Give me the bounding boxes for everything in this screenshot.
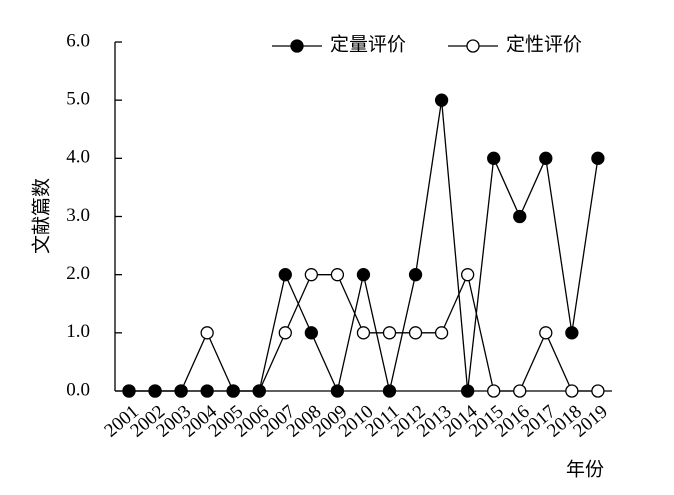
marker (434, 326, 449, 340)
marker (252, 384, 266, 398)
legend-marker (466, 39, 480, 53)
marker (513, 384, 527, 398)
y-axis-title: 文献篇数 (30, 178, 52, 254)
y-tick-label: 6.0 (66, 30, 90, 51)
marker (278, 326, 292, 340)
marker (591, 151, 605, 165)
marker (565, 326, 579, 340)
marker (304, 268, 319, 282)
marker (382, 384, 397, 398)
marker (434, 93, 449, 107)
marker (539, 326, 553, 340)
legend-label: 定量评价 (330, 33, 406, 55)
x-axis-title: 年份 (566, 458, 604, 480)
y-tick-label: 4.0 (66, 147, 90, 168)
marker (591, 384, 605, 398)
marker (539, 151, 553, 165)
marker (148, 384, 162, 398)
y-tick-label: 5.0 (66, 89, 90, 110)
marker (226, 384, 240, 398)
marker (408, 326, 423, 340)
y-tick-label: 2.0 (66, 263, 90, 284)
y-tick-label: 3.0 (66, 205, 90, 226)
marker (513, 209, 527, 224)
marker (460, 384, 475, 398)
marker (278, 268, 292, 282)
legend-marker (290, 39, 304, 53)
legend-label: 定性评价 (506, 33, 582, 55)
series-line (129, 100, 599, 394)
marker (408, 268, 423, 282)
marker (460, 268, 475, 282)
marker (487, 151, 501, 165)
y-tick-label: 0.0 (66, 379, 90, 400)
marker (356, 326, 371, 340)
marker (330, 384, 345, 398)
y-tick-label: 1.0 (66, 321, 90, 342)
marker (200, 326, 214, 340)
marker (330, 268, 345, 282)
marker (565, 384, 579, 398)
marker (382, 326, 397, 340)
marker (122, 384, 136, 398)
marker (174, 384, 188, 398)
marker (304, 326, 319, 340)
marker (487, 384, 501, 398)
marker (200, 384, 214, 398)
marker (356, 268, 371, 282)
